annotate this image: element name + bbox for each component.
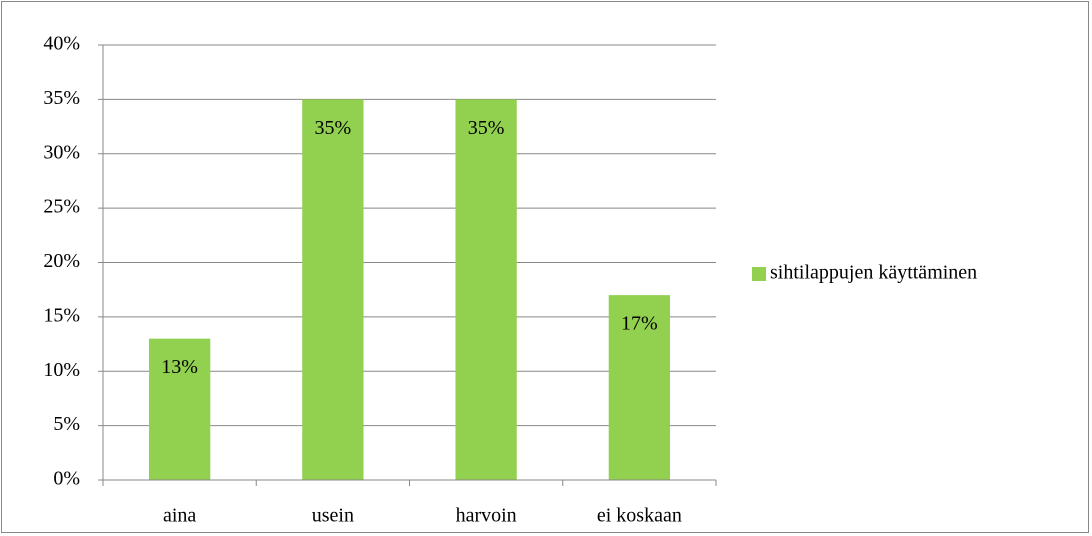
y-tick-label: 35%	[43, 87, 80, 109]
legend-swatch	[752, 267, 766, 281]
data-label: 35%	[315, 117, 352, 139]
y-tick-label: 40%	[43, 33, 80, 55]
y-tick-label: 30%	[43, 141, 80, 163]
bar	[302, 99, 364, 480]
y-tick-label: 5%	[53, 413, 80, 435]
data-label: 13%	[161, 356, 198, 378]
data-label: 35%	[468, 117, 505, 139]
x-tick-label: usein	[312, 505, 354, 527]
data-label: 17%	[621, 313, 658, 335]
legend-label: sihtilappujen käyttäminen	[770, 262, 977, 284]
x-tick-label: aina	[163, 505, 196, 527]
y-tick-label: 0%	[53, 468, 80, 490]
x-tick-label: harvoin	[456, 505, 517, 527]
x-tick-label: ei koskaan	[597, 505, 682, 527]
bar	[148, 338, 211, 480]
bar	[455, 99, 517, 480]
y-tick-label: 25%	[43, 196, 80, 218]
y-tick-label: 15%	[43, 304, 80, 326]
bar	[608, 295, 671, 480]
y-tick-label: 20%	[43, 250, 80, 272]
y-tick-label: 10%	[43, 359, 80, 381]
